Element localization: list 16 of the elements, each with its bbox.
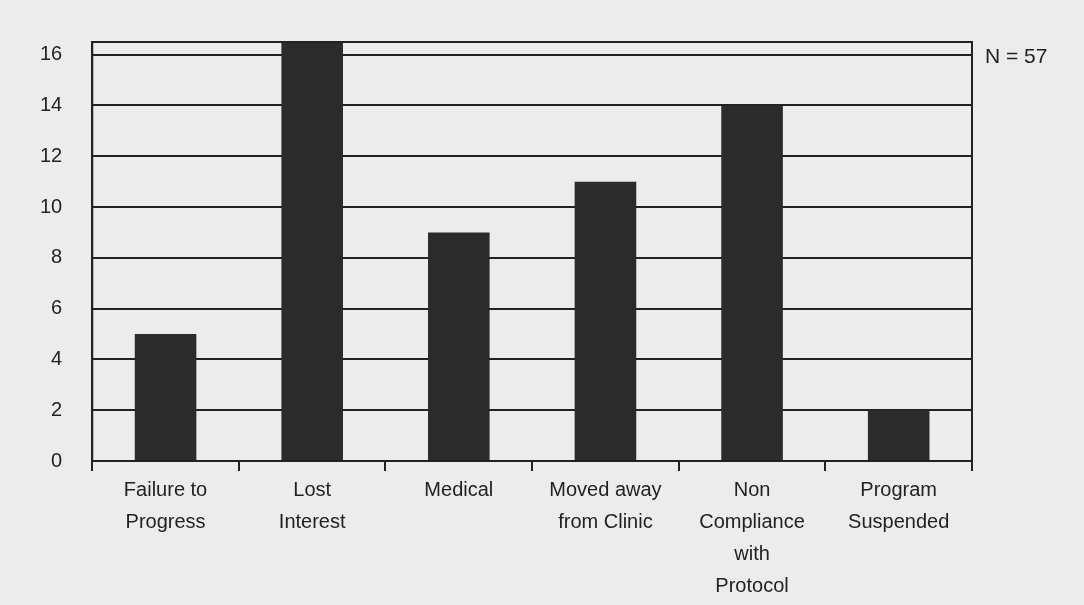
y-tick-label: 14: [40, 93, 63, 115]
y-tick-label: 10: [40, 194, 63, 217]
y-tick-label: 4: [51, 346, 63, 369]
x-tick-label: Program Suspended: [848, 477, 950, 532]
y-tick-label: 0: [51, 448, 63, 471]
x-tick-label: Moved away from Clinic: [549, 477, 662, 532]
x-tick-label: Medical: [424, 477, 494, 500]
y-tick-label: 16: [40, 42, 63, 65]
x-tick-label: Lost Interest: [278, 477, 346, 532]
x-tick-label: Failure to Progress: [123, 477, 208, 532]
y-tick-label: 6: [51, 296, 63, 319]
text: N = 57: [985, 44, 1048, 68]
x-tick-label: Non Compliance with Protocol: [699, 477, 805, 596]
y-tick-label: 8: [51, 245, 63, 268]
y-tick-label: 2: [51, 397, 63, 420]
y-tick-label: 12: [40, 143, 63, 166]
